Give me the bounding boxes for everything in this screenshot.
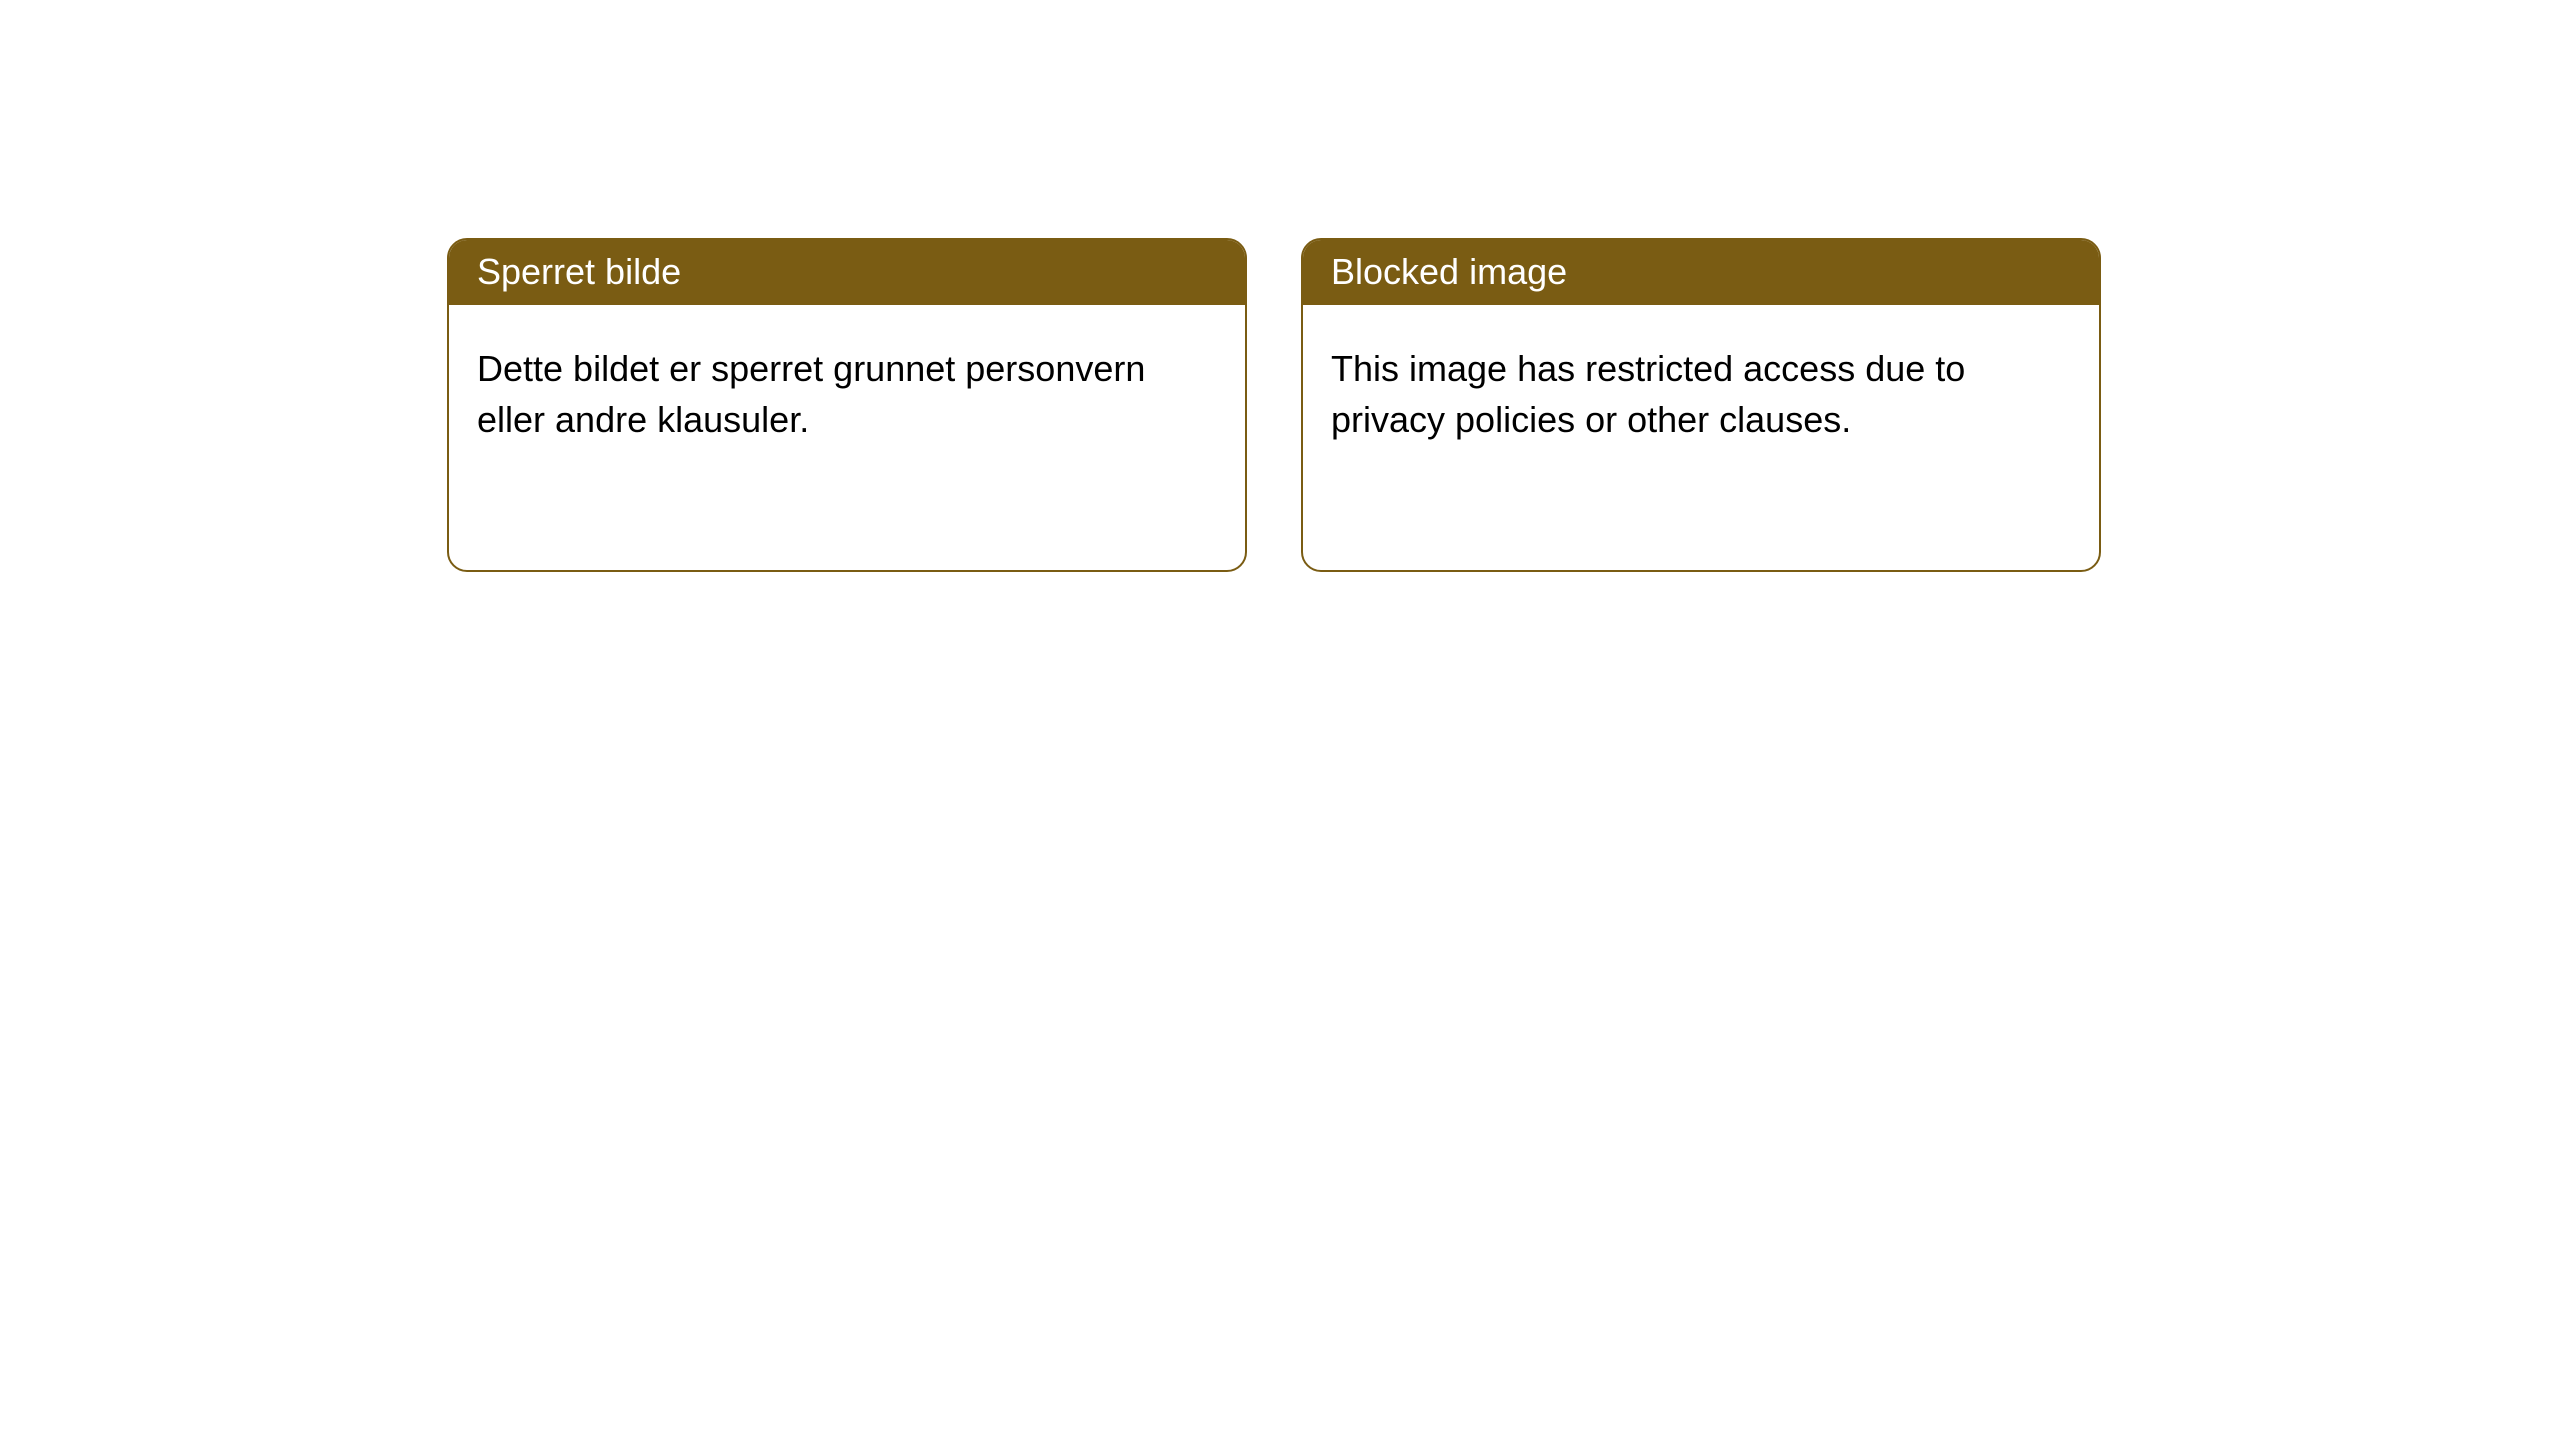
notice-card-title: Blocked image [1303, 240, 2099, 305]
notice-card-body: Dette bildet er sperret grunnet personve… [449, 305, 1245, 473]
notice-card-container: Sperret bilde Dette bildet er sperret gr… [0, 0, 2560, 572]
notice-card-norwegian: Sperret bilde Dette bildet er sperret gr… [447, 238, 1247, 572]
notice-card-body: This image has restricted access due to … [1303, 305, 2099, 473]
notice-card-english: Blocked image This image has restricted … [1301, 238, 2101, 572]
notice-card-title: Sperret bilde [449, 240, 1245, 305]
